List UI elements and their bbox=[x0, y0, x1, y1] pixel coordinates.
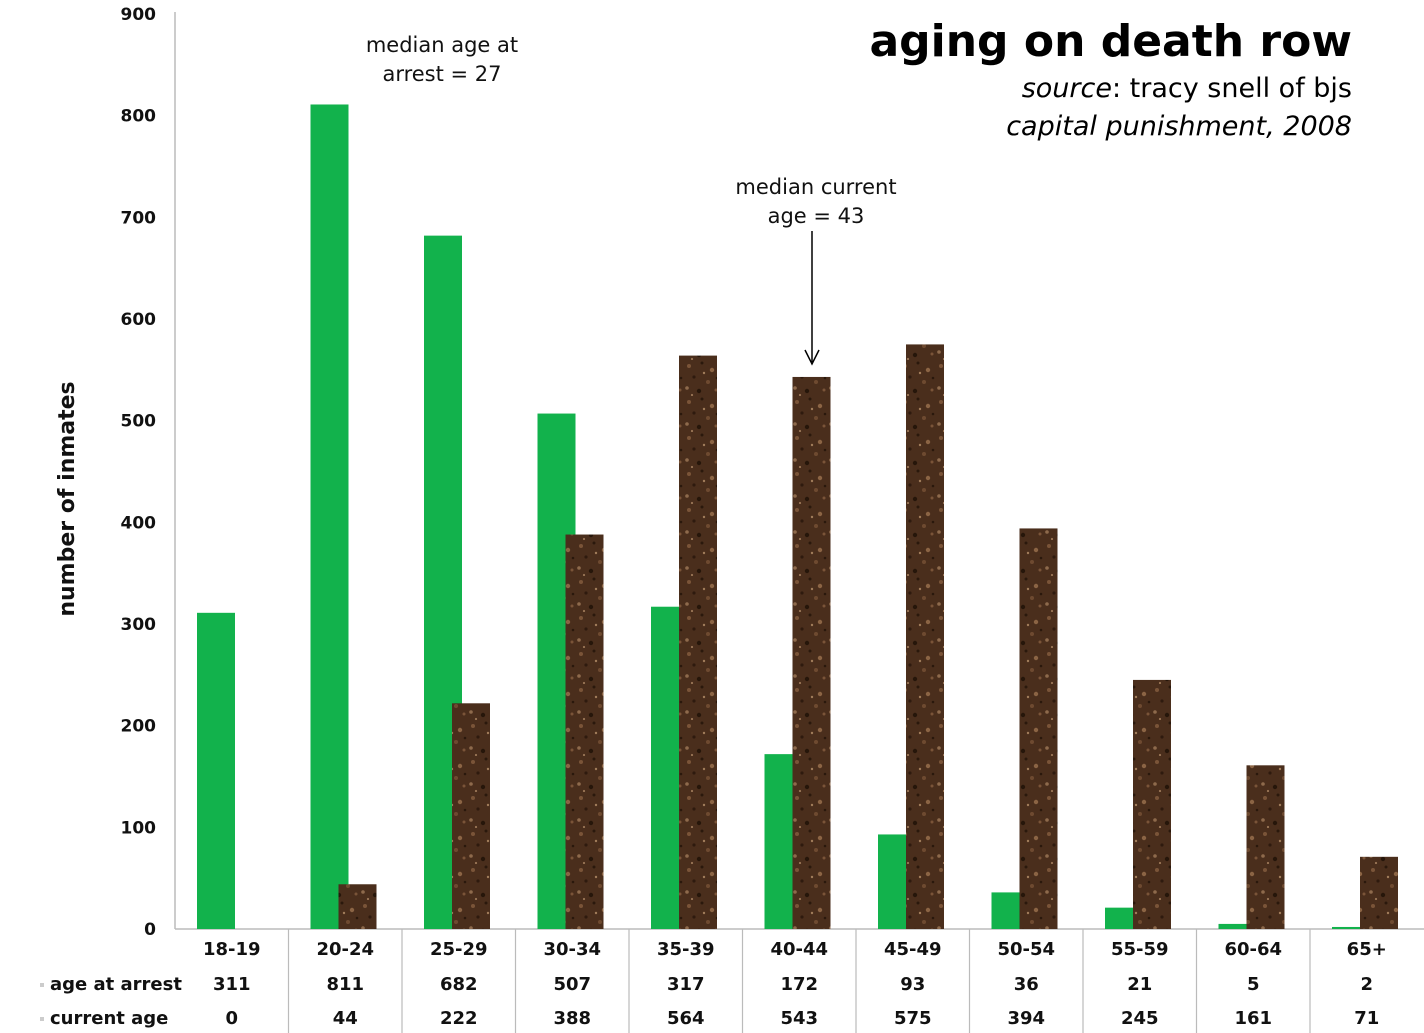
bar-current-age bbox=[792, 376, 831, 929]
y-tick-labels: 0 100 200 300 400 500 600 700 800 900 bbox=[121, 5, 157, 940]
legend-age-at-arrest: age at arrest bbox=[50, 974, 182, 995]
table-cell-age-at-arrest: 172 bbox=[780, 974, 818, 995]
y-tick-label: 700 bbox=[121, 208, 157, 228]
publication-title: capital punishment bbox=[1006, 111, 1267, 142]
annotation-median-arrest-line1: median age at bbox=[366, 33, 518, 57]
table-cell-age-at-arrest: 93 bbox=[900, 974, 925, 995]
y-tick-label: 400 bbox=[121, 513, 157, 533]
table-cell-current-age: 564 bbox=[667, 1008, 705, 1029]
bars bbox=[197, 104, 1398, 930]
bar-current-age bbox=[679, 355, 717, 930]
x-tick-label: 60-64 bbox=[1224, 939, 1282, 960]
bar-age-at-arrest bbox=[197, 612, 235, 929]
legend-current-age: current age bbox=[50, 1008, 168, 1029]
table-cell-age-at-arrest: 5 bbox=[1247, 974, 1260, 995]
table-cell-current-age: 394 bbox=[1007, 1008, 1045, 1029]
table-cell-age-at-arrest: 36 bbox=[1014, 974, 1039, 995]
x-tick-label: 50-54 bbox=[997, 939, 1055, 960]
bar-current-age bbox=[1246, 765, 1285, 929]
bar-current-age bbox=[338, 884, 377, 929]
bar-current-age bbox=[452, 703, 490, 929]
table-cell-current-age: 575 bbox=[894, 1008, 932, 1029]
y-axis-label: number of inmates bbox=[55, 381, 80, 616]
legend-swatch-age-at-arrest bbox=[40, 983, 44, 987]
x-tick-label: 18-19 bbox=[203, 939, 261, 960]
legend-swatch-current-age bbox=[40, 1017, 44, 1021]
chart-subtitle-publication: capital punishment, 2008 bbox=[1006, 111, 1352, 142]
bar-age-at-arrest bbox=[1332, 926, 1370, 929]
table-cell-age-at-arrest: 317 bbox=[667, 974, 705, 995]
y-tick-label: 100 bbox=[121, 818, 157, 838]
table-cell-current-age: 0 bbox=[225, 1008, 238, 1029]
y-tick-label: 500 bbox=[121, 412, 157, 432]
table-cell-age-at-arrest: 811 bbox=[326, 974, 364, 995]
bar-current-age bbox=[906, 344, 944, 930]
table-cell-current-age: 245 bbox=[1121, 1008, 1159, 1029]
table-cell-age-at-arrest: 682 bbox=[440, 974, 478, 995]
chart-subtitle-source: source: tracy snell of bjs bbox=[1022, 73, 1352, 104]
x-tick-label: 20-24 bbox=[316, 939, 374, 960]
table-cell-current-age: 161 bbox=[1234, 1008, 1272, 1029]
table-cell-current-age: 388 bbox=[553, 1008, 591, 1029]
source-label: source bbox=[1022, 73, 1112, 104]
bar-age-at-arrest bbox=[1218, 923, 1257, 929]
y-tick-label: 800 bbox=[121, 107, 157, 127]
table-cell-current-age: 71 bbox=[1354, 1008, 1379, 1029]
publication-year: , 2008 bbox=[1266, 111, 1352, 142]
bar-current-age bbox=[1360, 856, 1398, 929]
y-tick-label: 300 bbox=[121, 615, 157, 635]
data-table: 18-19 311 0 20-24 811 44 25-29 682 222 30-34 507 38… bbox=[40, 929, 1387, 1033]
x-tick-label: 55-59 bbox=[1111, 939, 1169, 960]
y-tick-label: 900 bbox=[121, 5, 157, 25]
y-tick-label: 200 bbox=[121, 717, 157, 737]
source-text: : tracy snell of bjs bbox=[1112, 73, 1352, 104]
table-cell-age-at-arrest: 21 bbox=[1127, 974, 1152, 995]
annotation-median-current-line2: age = 43 bbox=[768, 204, 865, 228]
x-tick-label: 40-44 bbox=[770, 939, 828, 960]
chart-title: aging on death row bbox=[869, 16, 1352, 67]
y-tick-label: 600 bbox=[121, 310, 157, 330]
annotation-arrow-head bbox=[804, 349, 820, 366]
x-tick-label: 65+ bbox=[1347, 939, 1387, 960]
x-tick-label: 30-34 bbox=[543, 939, 601, 960]
table-cell-current-age: 543 bbox=[780, 1008, 818, 1029]
annotation-median-current-line1: median current bbox=[735, 175, 896, 199]
y-tick-label: 0 bbox=[144, 920, 156, 940]
bar-current-age bbox=[1019, 528, 1058, 929]
annotation-median-arrest-line2: arrest = 27 bbox=[382, 62, 501, 86]
x-tick-label: 45-49 bbox=[884, 939, 942, 960]
bar-age-at-arrest bbox=[310, 104, 349, 929]
bar-current-age bbox=[565, 534, 604, 929]
bar-current-age bbox=[1133, 679, 1171, 929]
table-cell-age-at-arrest: 2 bbox=[1360, 974, 1373, 995]
table-cell-current-age: 222 bbox=[440, 1008, 478, 1029]
x-tick-label: 35-39 bbox=[657, 939, 715, 960]
table-cell-age-at-arrest: 507 bbox=[553, 974, 591, 995]
table-cell-current-age: 44 bbox=[333, 1008, 358, 1029]
x-tick-label: 25-29 bbox=[430, 939, 488, 960]
table-cell-age-at-arrest: 311 bbox=[213, 974, 251, 995]
